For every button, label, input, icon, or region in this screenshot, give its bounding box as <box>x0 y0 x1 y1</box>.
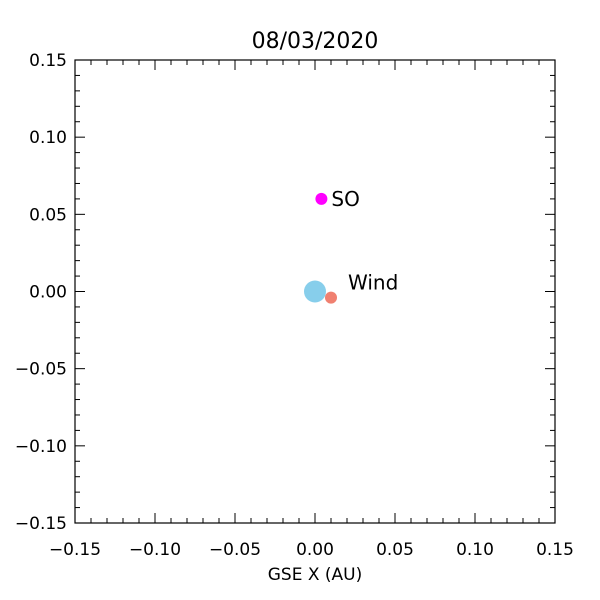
x-tick-label: −0.05 <box>209 540 261 560</box>
x-tick-label: 0.15 <box>536 540 574 560</box>
data-point <box>315 192 328 205</box>
y-tick-label: 0.05 <box>29 205 67 225</box>
x-tick-label: 0.10 <box>456 540 494 560</box>
plot-frame <box>74 59 556 524</box>
y-tick-label: −0.05 <box>15 360 67 380</box>
data-point <box>325 291 337 304</box>
data-point <box>304 280 326 303</box>
data-points: SO Wind <box>304 187 398 304</box>
chart-title: 08/03/2020 <box>252 29 379 54</box>
x-tick-label: −0.10 <box>129 540 181 560</box>
x-tick-label: −0.15 <box>49 540 101 560</box>
x-tick-label: 0.00 <box>296 540 334 560</box>
y-tick-label: 0.15 <box>29 51 67 71</box>
y-tick-label: −0.10 <box>15 437 67 457</box>
point-label: Wind <box>348 271 398 295</box>
point-label: SO <box>331 187 359 211</box>
axis-ticks: −0.15 −0.10 −0.05 0.00 0.05 0.10 0.15 −0.15 −0.1… <box>15 51 574 560</box>
y-tick-label: 0.00 <box>29 283 67 303</box>
y-tick-label: −0.15 <box>15 514 67 534</box>
x-axis-label: GSE X (AU) <box>268 565 363 585</box>
x-tick-label: 0.05 <box>376 540 414 560</box>
y-tick-label: 0.10 <box>29 128 67 148</box>
